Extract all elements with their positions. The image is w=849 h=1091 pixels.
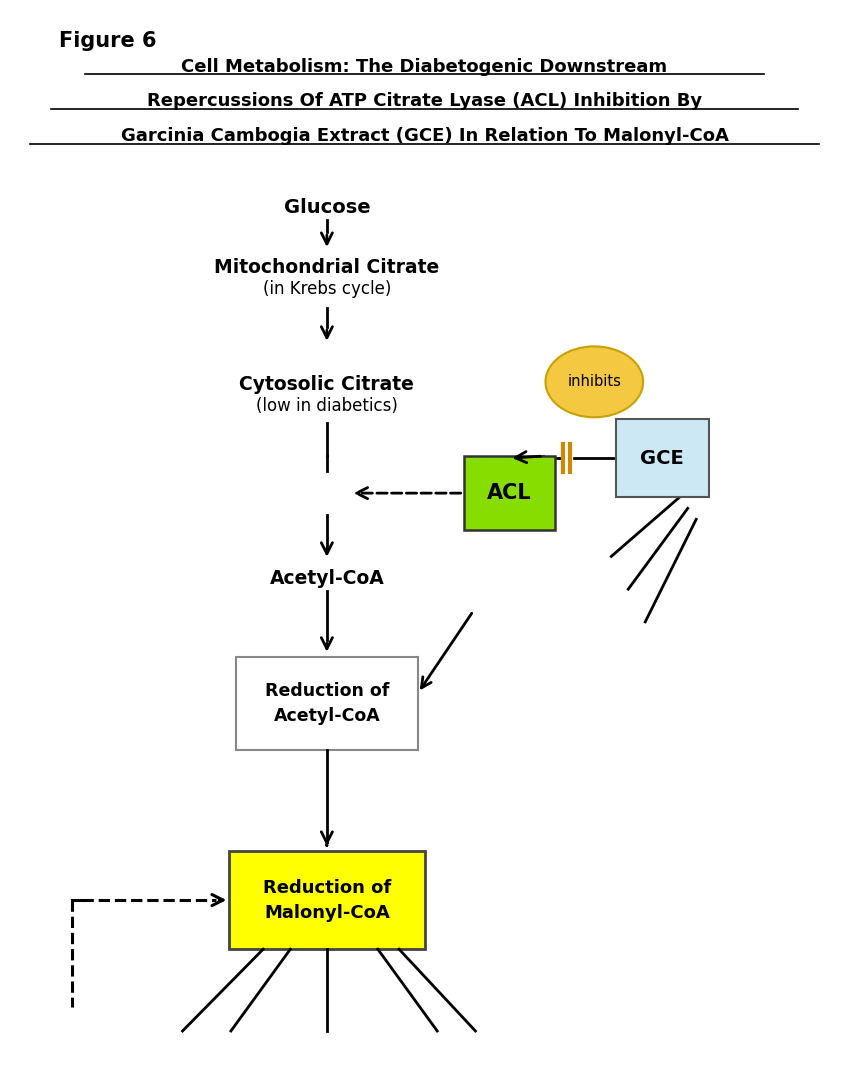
Text: (low in diabetics): (low in diabetics) <box>256 397 398 415</box>
Text: Cytosolic Citrate: Cytosolic Citrate <box>239 374 414 394</box>
Text: Acetyl-CoA: Acetyl-CoA <box>269 568 385 588</box>
Text: Reduction of
Acetyl-CoA: Reduction of Acetyl-CoA <box>265 682 389 726</box>
Text: GCE: GCE <box>640 448 684 468</box>
Text: Cell Metabolism: The Diabetogenic Downstream: Cell Metabolism: The Diabetogenic Downst… <box>182 58 667 75</box>
Text: Garcinia Cambogia Extract (GCE) In Relation To Malonyl-CoA: Garcinia Cambogia Extract (GCE) In Relat… <box>121 127 728 144</box>
Text: (in Krebs cycle): (in Krebs cycle) <box>262 280 391 298</box>
FancyBboxPatch shape <box>616 419 709 497</box>
FancyBboxPatch shape <box>229 851 424 949</box>
Text: inhibits: inhibits <box>567 374 621 389</box>
Text: Glucose: Glucose <box>284 197 370 217</box>
Text: Repercussions Of ATP Citrate Lyase (ACL) Inhibition By: Repercussions Of ATP Citrate Lyase (ACL)… <box>147 92 702 109</box>
Ellipse shape <box>545 347 643 417</box>
FancyBboxPatch shape <box>236 657 419 751</box>
Text: Reduction of
Malonyl-CoA: Reduction of Malonyl-CoA <box>262 878 391 922</box>
FancyBboxPatch shape <box>464 456 555 530</box>
Text: Figure 6: Figure 6 <box>59 31 157 50</box>
Text: Mitochondrial Citrate: Mitochondrial Citrate <box>214 257 440 277</box>
Text: ACL: ACL <box>487 483 531 503</box>
